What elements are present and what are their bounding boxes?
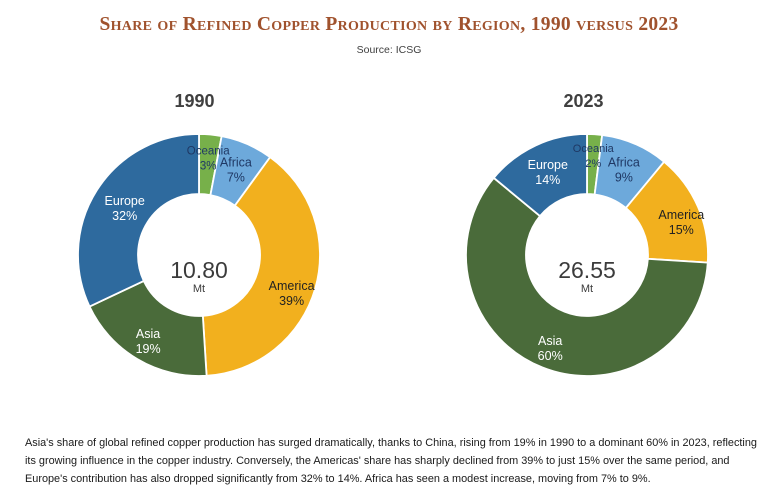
svg-text:America: America: [658, 208, 704, 222]
svg-text:Mt: Mt: [193, 283, 205, 295]
svg-text:26.55: 26.55: [558, 257, 616, 283]
svg-text:Asia: Asia: [538, 334, 562, 348]
svg-text:Oceania: Oceania: [573, 143, 615, 155]
svg-text:Europe: Europe: [528, 158, 568, 172]
svg-text:America: America: [269, 279, 315, 293]
svg-text:2%: 2%: [585, 158, 601, 170]
svg-text:32%: 32%: [112, 209, 137, 223]
svg-text:Africa: Africa: [220, 156, 252, 170]
svg-text:39%: 39%: [279, 294, 304, 308]
svg-text:Mt: Mt: [581, 283, 593, 295]
svg-text:Asia: Asia: [136, 327, 160, 341]
svg-text:7%: 7%: [227, 171, 245, 185]
svg-text:60%: 60%: [538, 349, 563, 363]
svg-text:3%: 3%: [200, 160, 217, 172]
svg-text:19%: 19%: [136, 342, 161, 356]
svg-text:14%: 14%: [535, 173, 560, 187]
svg-text:Africa: Africa: [608, 156, 640, 170]
svg-text:15%: 15%: [669, 223, 694, 237]
svg-text:10.80: 10.80: [170, 257, 228, 283]
svg-text:Europe: Europe: [105, 194, 145, 208]
svg-text:9%: 9%: [615, 171, 633, 185]
